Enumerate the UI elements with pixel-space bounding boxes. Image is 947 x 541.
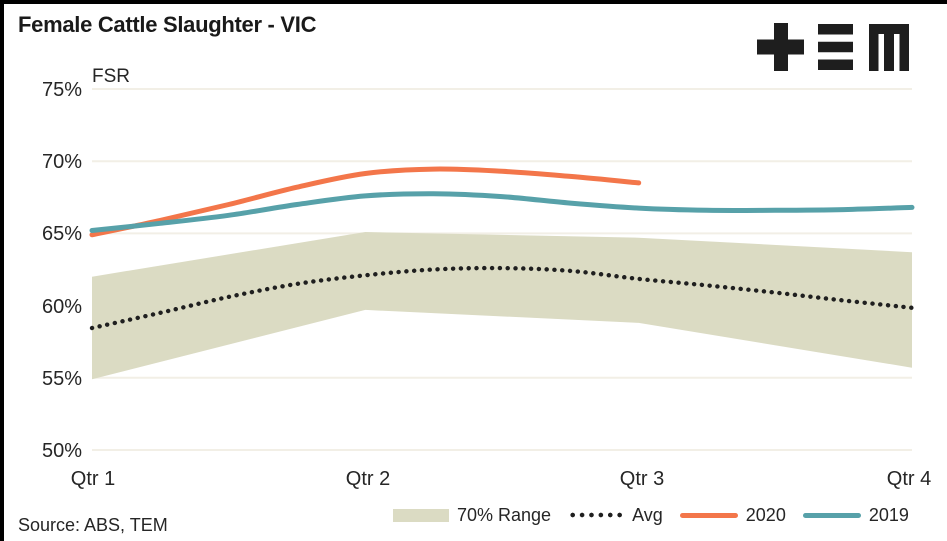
source-note: Source: ABS, TEM: [18, 515, 168, 535]
legend-item-2020: 2020: [679, 504, 786, 526]
legend-label: Avg: [632, 504, 663, 525]
y-tick-label: 50%: [42, 440, 82, 462]
line-2020-swatch-icon: [679, 512, 738, 518]
y-tick-label: 60%: [42, 296, 82, 318]
series-line-2019: [89, 191, 915, 233]
plot-series: [89, 166, 915, 380]
y-tick-label: 55%: [42, 368, 82, 390]
legend-label: 70% Range: [457, 504, 552, 525]
y-axis-tick-labels: 75% 70% 65% 60% 55% 50%: [42, 79, 82, 462]
legend: 70% Range Avg 2020 2019: [393, 504, 909, 526]
range-band-swatch-icon: [393, 508, 449, 522]
line-2019-swatch-icon: [802, 512, 861, 518]
page-title: Female Cattle Slaughter - VIC: [18, 12, 317, 37]
legend-label: 2019: [868, 504, 909, 525]
y-tick-label: 70%: [42, 151, 82, 173]
avg-dotted-line-icon: [568, 512, 625, 518]
y-axis-label: FSR: [92, 66, 130, 87]
x-tick-label: Qtr 4: [887, 468, 931, 490]
fsr-line-chart: FSR 75% 70% 65% 60% 55% 50% Qtr 1 Qtr 2 …: [42, 66, 931, 490]
legend-item-avg: Avg: [568, 505, 663, 526]
y-tick-label: 65%: [42, 223, 82, 245]
legend-item-2019: 2019: [802, 504, 909, 526]
series-line-2020: [89, 166, 642, 238]
x-tick-label: Qtr 2: [346, 468, 390, 490]
y-tick-label: 75%: [42, 79, 82, 101]
legend-item-range: 70% Range: [393, 505, 551, 526]
legend-label: 2020: [745, 504, 786, 525]
x-axis-tick-labels: Qtr 1 Qtr 2 Qtr 3 Qtr 4: [71, 468, 931, 490]
x-tick-label: Qtr 3: [620, 468, 664, 490]
logo-equals-icon: [818, 24, 853, 35]
tem-logo: [757, 23, 909, 71]
series-line-avg: [89, 265, 915, 331]
logo-m-icon: [869, 24, 909, 71]
x-tick-label: Qtr 1: [71, 468, 115, 490]
